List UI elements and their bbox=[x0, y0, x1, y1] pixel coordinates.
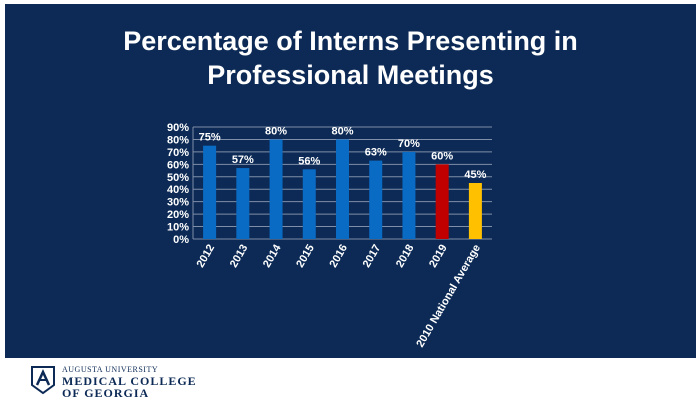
x-tick-label: 2018 bbox=[394, 243, 417, 270]
y-tick-label: 60% bbox=[167, 159, 189, 171]
bar bbox=[402, 151, 416, 239]
bar bbox=[369, 160, 383, 239]
bar-data-label: 70% bbox=[398, 138, 420, 150]
bar-data-label: 56% bbox=[298, 155, 320, 167]
y-tick-label: 10% bbox=[167, 222, 189, 234]
y-tick-label: 0% bbox=[173, 234, 189, 246]
y-tick-label: 70% bbox=[167, 147, 189, 159]
logo-line-3: OF GEORGIA bbox=[62, 386, 150, 400]
x-tick-label: 2019 bbox=[427, 243, 450, 270]
y-tick-label: 90% bbox=[167, 122, 189, 134]
institution-logo-text: AUGUSTA UNIVERSITY MEDICAL COLLEGE OF GE… bbox=[62, 365, 197, 399]
footer: AUGUSTA UNIVERSITY MEDICAL COLLEGE OF GE… bbox=[0, 358, 700, 410]
bar-data-label: 80% bbox=[265, 125, 287, 137]
y-tick-label: 40% bbox=[167, 184, 189, 196]
bar bbox=[336, 139, 349, 239]
x-tick-label: 2015 bbox=[294, 243, 317, 270]
x-tick-label: 2012 bbox=[195, 243, 218, 270]
bar-chart: 0%10%20%30%40%50%60%70%80%90% 75%57%80%5… bbox=[167, 122, 492, 350]
slide: Percentage of Interns Presenting in Prof… bbox=[5, 4, 696, 358]
bar-data-label: 57% bbox=[232, 154, 254, 166]
logo-line-1: AUGUSTA UNIVERSITY bbox=[62, 365, 159, 374]
y-tick-label: 20% bbox=[167, 209, 189, 221]
bar-data-label: 75% bbox=[199, 132, 221, 144]
y-tick-label: 80% bbox=[167, 134, 189, 146]
bar bbox=[236, 168, 250, 239]
x-tick-label: 2017 bbox=[361, 243, 384, 270]
bar-data-label: 60% bbox=[431, 150, 453, 162]
bar bbox=[269, 139, 283, 239]
bar bbox=[203, 145, 217, 239]
bar bbox=[435, 164, 449, 239]
chart-title-line-1: Percentage of Interns Presenting in bbox=[123, 26, 578, 56]
x-tick-label: 2014 bbox=[261, 242, 284, 270]
y-tick-label: 30% bbox=[167, 197, 189, 209]
y-tick-label: 50% bbox=[167, 172, 189, 184]
bar-data-label: 80% bbox=[331, 125, 353, 137]
x-tick-label: 2010 National Average bbox=[414, 243, 483, 350]
x-tick-label: 2016 bbox=[327, 243, 350, 270]
chart-title: Percentage of Interns Presenting in Prof… bbox=[5, 24, 696, 92]
chart-title-line-2: Professional Meetings bbox=[207, 60, 494, 90]
bar bbox=[302, 169, 316, 239]
x-tick-label: 2013 bbox=[228, 242, 251, 269]
logo-line-2: MEDICAL COLLEGE bbox=[62, 374, 197, 388]
bar-data-label: 63% bbox=[365, 147, 387, 159]
bar bbox=[468, 183, 482, 239]
bar-data-label: 45% bbox=[464, 169, 486, 181]
augusta-university-seal-icon bbox=[31, 366, 55, 395]
